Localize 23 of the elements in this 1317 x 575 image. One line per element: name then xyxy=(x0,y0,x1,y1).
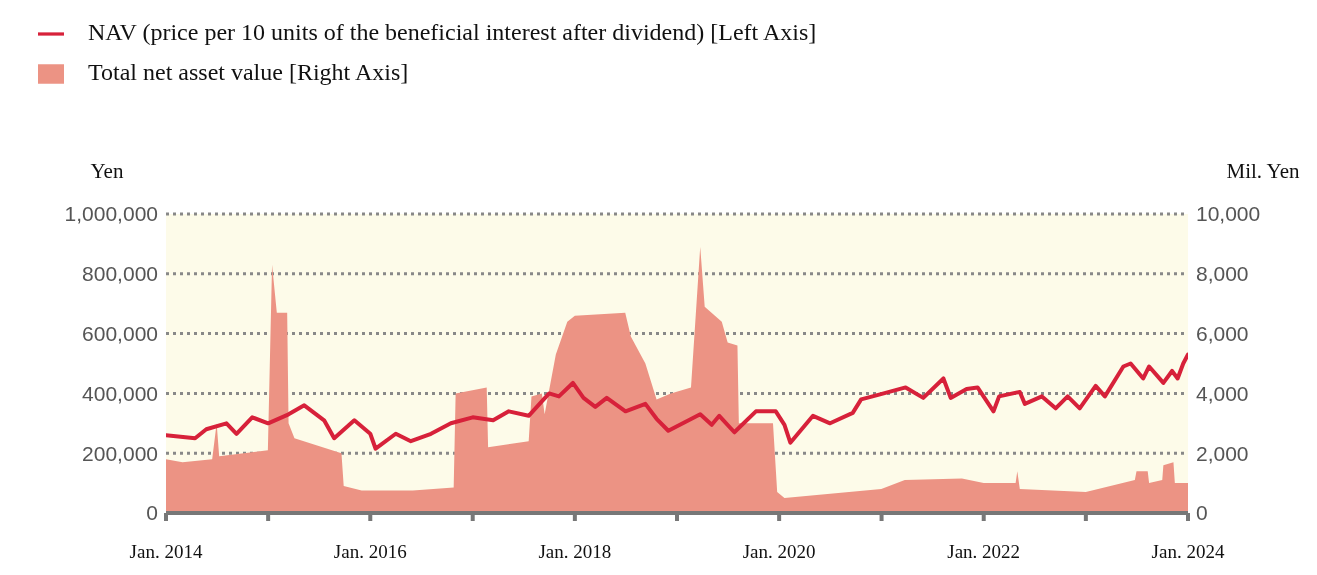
legend-label: Total net asset value [Right Axis] xyxy=(88,59,409,85)
x-tick-label: Jan. 2022 xyxy=(947,541,1021,563)
line-series xyxy=(166,352,1188,451)
y2-axis-title: Mil. Yen xyxy=(1226,159,1300,183)
x-tick-label: Jan. 2014 xyxy=(129,541,203,563)
x-tick-label: Jan. 2018 xyxy=(538,541,612,563)
y-axis-title: Yen xyxy=(90,159,124,183)
y-tick-label: 0 xyxy=(146,501,158,525)
x-tick-label: Jan. 2020 xyxy=(742,541,816,563)
y2-tick-label: 6,000 xyxy=(1196,322,1249,346)
x-tick-label: Jan. 2024 xyxy=(1151,541,1225,563)
y-tick-label: 600,000 xyxy=(82,322,158,346)
y2-tick-label: 0 xyxy=(1196,501,1208,525)
x-tick-label: Jan. 2016 xyxy=(333,541,407,563)
y2-tick-label: 2,000 xyxy=(1196,441,1249,465)
legend-label: NAV (price per 10 units of the beneficial interest after dividend) [Left Axis] xyxy=(88,19,817,45)
y-tick-label: 400,000 xyxy=(82,381,158,405)
y2-tick-label: 8,000 xyxy=(1196,262,1249,286)
y-tick-label: 200,000 xyxy=(82,441,158,465)
y-tick-label: 800,000 xyxy=(82,262,158,286)
y2-tick-label: 10,000 xyxy=(1196,202,1261,226)
y2-tick-label: 4,000 xyxy=(1196,381,1249,405)
y-tick-label: 1,000,000 xyxy=(64,202,158,226)
